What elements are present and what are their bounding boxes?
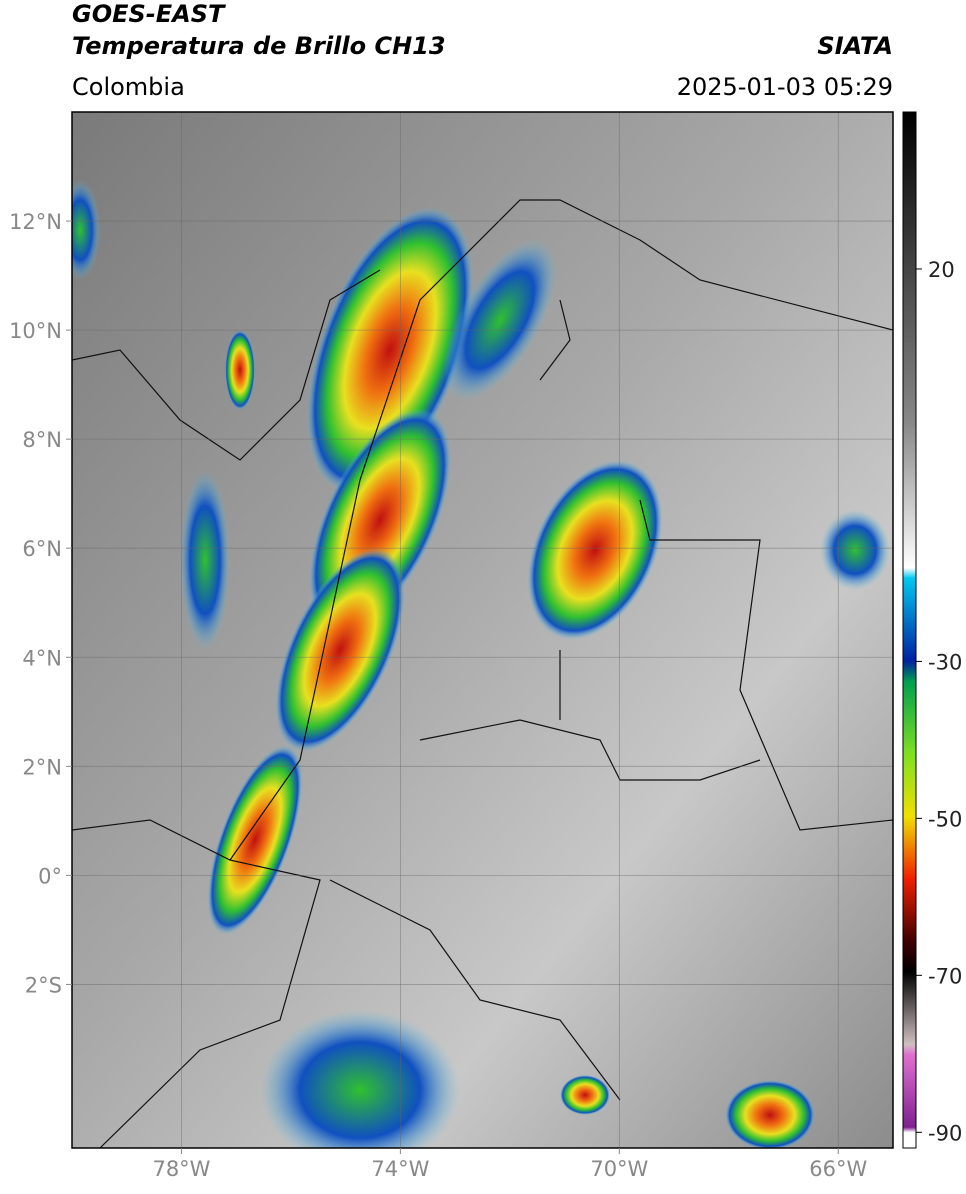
- title: GOES-EAST: [72, 0, 226, 28]
- cloud: [180, 470, 230, 650]
- borders: [72, 199, 893, 1148]
- cloud: [260, 1010, 460, 1148]
- cloud: [225, 330, 255, 410]
- cloud: [207, 745, 303, 935]
- y-tick-label: 0°: [38, 864, 62, 888]
- x-tick-label: 74°W: [371, 1157, 429, 1181]
- cloud: [560, 1075, 610, 1115]
- y-tick-label: 8°N: [22, 428, 62, 452]
- product: Temperatura de Brillo CH13: [72, 32, 446, 60]
- colorbar-tick-label: -30: [928, 650, 962, 674]
- y-tick-label: 4°N: [22, 646, 62, 670]
- region: Colombia: [72, 73, 185, 101]
- cloud: [72, 180, 100, 280]
- cloud: [275, 548, 405, 752]
- grid: [72, 112, 893, 1148]
- colorbar-tick-label: -70: [928, 964, 962, 988]
- x-tick-label: 66°W: [809, 1157, 867, 1181]
- colorbar-tick-label: 20: [928, 258, 955, 282]
- colorbar: [902, 111, 917, 1149]
- x-tick-label: 78°W: [152, 1157, 210, 1181]
- y-tick-label: 6°N: [22, 537, 62, 561]
- cloud: [527, 460, 663, 640]
- x-tick-label: 70°W: [590, 1157, 648, 1181]
- colorbar-tick-label: -50: [928, 807, 962, 831]
- colorbar-tick-label: -90: [928, 1121, 962, 1145]
- cloud: [820, 510, 890, 590]
- datetime: 2025-01-03 05:29: [677, 73, 893, 101]
- y-tick-label: 2°S: [25, 973, 62, 997]
- cloud: [443, 239, 557, 401]
- y-tick-label: 10°N: [9, 319, 62, 343]
- imagery: [72, 112, 893, 1148]
- cloud: [725, 1080, 815, 1148]
- y-tick-label: 2°N: [22, 755, 62, 779]
- y-tick-label: 12°N: [9, 210, 62, 234]
- map-frame: [71, 111, 894, 1149]
- source: SIATA: [817, 32, 893, 60]
